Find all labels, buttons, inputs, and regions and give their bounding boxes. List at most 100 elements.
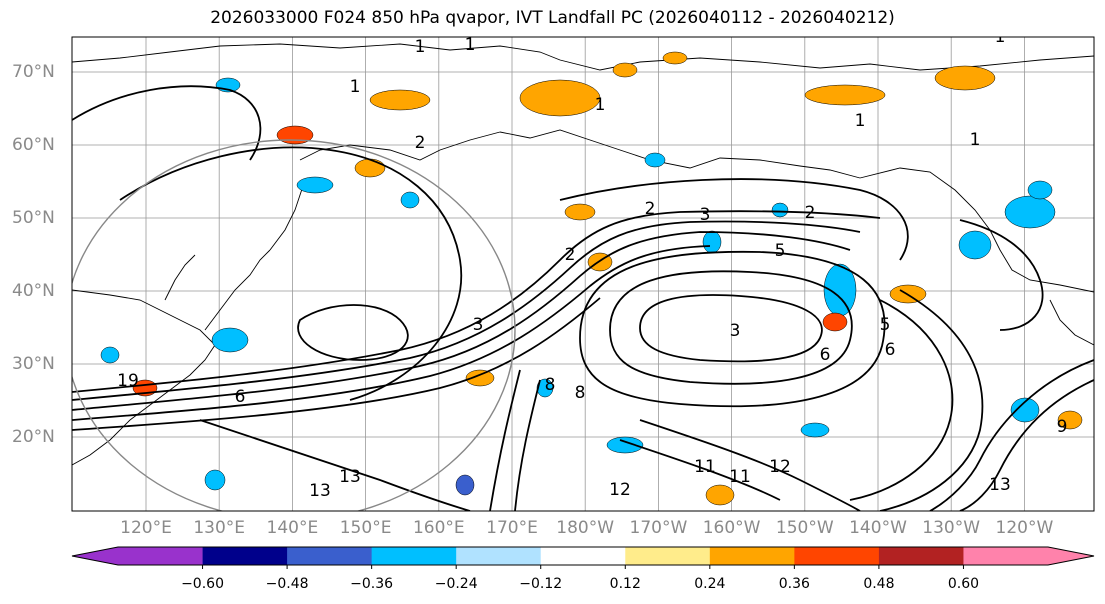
ivt-contour-line <box>959 379 1094 511</box>
contour-label: 1 <box>970 130 981 150</box>
colorbar-segment <box>72 547 203 565</box>
qvapor-anomaly-patch <box>276 125 314 145</box>
colorbar-tick-label: −0.12 <box>519 576 563 592</box>
contour-label: 19 <box>117 371 139 391</box>
ivt-contour-line <box>639 294 823 363</box>
lat-label: 70°N <box>12 62 55 82</box>
colorbar-tick-label: −0.60 <box>181 576 224 592</box>
qvapor-anomaly-patch <box>296 176 334 194</box>
colorbar-tick-label: 0.48 <box>863 576 895 592</box>
qvapor-anomaly-patch <box>804 84 886 106</box>
qvapor-anomaly-patch <box>1027 180 1053 200</box>
qvapor-anomaly-patch <box>1057 410 1083 430</box>
ivt-contour-line <box>199 419 471 511</box>
lon-label: 180°W <box>556 518 615 538</box>
qvapor-anomaly-patch <box>211 327 249 353</box>
qvapor-anomaly-patch <box>465 369 495 387</box>
lon-label: 150°W <box>775 518 834 538</box>
landfall-region-ellipse <box>72 139 516 511</box>
lon-label: 130°W <box>922 518 981 538</box>
colorbar-tick-label: −0.48 <box>265 576 309 592</box>
colorbar-segment <box>963 547 1094 565</box>
coastline <box>1049 299 1094 346</box>
ivt-contour-line <box>72 297 601 431</box>
lon-label: 130°E <box>193 518 246 538</box>
colorbar-segment <box>878 547 964 565</box>
contour-label: 13 <box>309 481 331 501</box>
colorbar-tick-label: 0.36 <box>778 576 810 592</box>
contour-label: 11 <box>694 457 716 477</box>
qvapor-anomaly-patch <box>606 436 644 454</box>
lon-label: 120°E <box>120 518 172 538</box>
ivt-contour-line <box>72 210 881 393</box>
contour-label: 2 <box>565 245 576 265</box>
colorbar-segment <box>371 547 457 565</box>
colorbar-segment <box>625 547 711 565</box>
qvapor-anomaly-patch <box>519 79 601 117</box>
qvapor-anomaly-patch <box>354 158 386 178</box>
contour-label: 1 <box>595 95 606 115</box>
colorbar-segment <box>456 547 542 565</box>
contour-label: 1 <box>465 35 476 55</box>
lon-label: 160°E <box>412 518 465 538</box>
ivt-contour-line <box>929 359 1094 511</box>
qvapor-anomaly-patch <box>204 469 226 491</box>
contour-label: 5 <box>775 241 786 261</box>
qvapor-anomaly-patch <box>644 152 666 168</box>
contour-label: 12 <box>609 480 631 500</box>
contour-label: 8 <box>545 375 556 395</box>
coastline <box>204 249 271 331</box>
colorbar-tick-label: −0.24 <box>434 576 478 592</box>
lon-label: 170°E <box>486 518 538 538</box>
coastline <box>499 129 861 179</box>
gridlines <box>72 37 1094 511</box>
qvapor-anomaly-patch <box>705 484 735 506</box>
qvapor-anomaly-patch <box>822 312 848 332</box>
colorbar-tick-label: 0.60 <box>947 576 980 592</box>
ivt-contour-line <box>609 270 853 385</box>
ivt-contour-line <box>72 220 861 401</box>
lat-label: 60°N <box>12 135 55 155</box>
ivt-contour-line <box>72 245 711 421</box>
coastline <box>164 254 196 301</box>
colorbar-segment <box>202 547 288 565</box>
colorbar-segment <box>287 547 373 565</box>
qvapor-shading <box>100 51 1083 506</box>
qvapor-anomaly-patch <box>662 51 688 65</box>
ivt-contour-line <box>849 299 954 501</box>
colorbar-tick-label: 0.12 <box>609 576 641 592</box>
lon-label: 140°E <box>266 518 319 538</box>
qvapor-anomaly-patch <box>369 89 431 111</box>
qvapor-anomaly-patch <box>958 230 992 260</box>
colorbar <box>71 546 1095 569</box>
contour-label: 1 <box>855 111 866 131</box>
contour-label: 6 <box>235 387 246 407</box>
ivt-contour-line <box>119 146 463 401</box>
contour-label: 5 <box>880 315 891 335</box>
ivt-contour-line <box>559 178 909 261</box>
ivt-contour-line <box>959 219 1044 331</box>
qvapor-anomaly-patch <box>536 378 554 398</box>
contour-label: 3 <box>473 315 484 335</box>
qvapor-anomaly-patch <box>800 422 830 438</box>
ivt-contour-line <box>879 289 984 511</box>
ivt-contour-line <box>619 439 781 501</box>
contour-label: 1 <box>415 37 426 57</box>
contour-label: 12 <box>769 457 791 477</box>
ivt-contour-line <box>514 379 541 511</box>
contour-label: 13 <box>339 467 361 487</box>
colorbar-segment <box>540 547 626 565</box>
qvapor-anomaly-patch <box>771 202 789 218</box>
contour-label: 13 <box>989 475 1011 495</box>
lat-label: 50°N <box>12 208 55 228</box>
qvapor-anomaly-patch <box>564 203 596 221</box>
coastline <box>72 43 1094 71</box>
qvapor-anomaly-patch <box>455 474 475 496</box>
qvapor-anomaly-patch <box>400 191 420 209</box>
colorbar-outline <box>71 546 1095 566</box>
colorbar-segment <box>709 547 795 565</box>
contour-label: 2 <box>645 199 656 219</box>
ivt-contour-line <box>639 419 861 511</box>
colorbar-tick-label: 0.24 <box>694 576 726 592</box>
